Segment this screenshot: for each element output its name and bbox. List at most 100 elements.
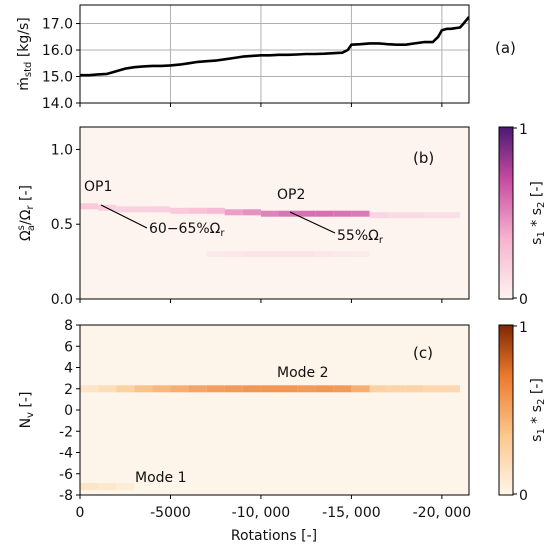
panel-b-band-0-cell-8 <box>224 209 243 216</box>
panel-a-line-layer <box>80 16 469 77</box>
panel-b-band-1-cell-8 <box>351 251 370 258</box>
panel-a-label: (a) <box>495 39 516 57</box>
panel-c-ytick-label-7: 6 <box>64 339 73 355</box>
panel-b-frame <box>79 126 470 300</box>
panel-b-band-1-cell-3 <box>260 251 279 258</box>
colorbar-c <box>498 324 514 496</box>
colorbar-b-ticklabel-0: 0 <box>519 292 528 308</box>
panel-a-ytick-label-3: 17.0 <box>42 17 73 33</box>
panel-b-band-0-cell-19 <box>423 212 442 219</box>
panel-b-band-0-cell-5 <box>170 207 189 214</box>
panel-b-band-1-cell-1 <box>224 251 243 258</box>
panel-c-band-0-cell-0 <box>80 385 99 393</box>
panel-b-band-0-cell-2 <box>116 206 135 213</box>
panel-b-ylabel: Ωsa/Ωr [-] <box>16 185 37 241</box>
panel-a: 14.0 15.0 16.0 17.0 ṁstd [kg/s] (a) <box>16 4 516 112</box>
panel-b-band-0-cell-16 <box>369 212 388 219</box>
panel-c-band-0-cell-16 <box>369 385 388 393</box>
panel-b-ytick-label-2: 1.0 <box>51 142 73 158</box>
panel-b-band-0-cell-17 <box>387 212 406 219</box>
panel-c-ylabel: Nv [-] <box>18 392 36 429</box>
panel-c-band-0-cell-18 <box>405 385 424 393</box>
panel-c-band-0-cell-14 <box>333 385 352 393</box>
panel-c-ytick-label-3: -2 <box>59 424 73 440</box>
panel-b-band-1-cell-5 <box>297 251 316 258</box>
colorbar-c-label: s1 * s2 [-] <box>529 378 547 442</box>
panel-b-band-0-cell-3 <box>134 206 153 213</box>
panel-b-band-0-cell-12 <box>297 210 316 217</box>
panel-c-ytick-label-8: 8 <box>64 318 73 334</box>
panel-b-band-0-cell-18 <box>405 212 424 219</box>
colorbar-c-ticklabel-0: 0 <box>519 488 528 504</box>
panel-c-band-0-cell-5 <box>170 385 189 393</box>
panel-c-ytick-label-5: 2 <box>64 382 73 398</box>
panel-a-ytick-label-2: 16.0 <box>42 43 73 59</box>
panel-b-band-0-cell-13 <box>315 210 334 217</box>
annotation-op2: OP2 <box>277 187 305 203</box>
panel-a-ytick-label-0: 14.0 <box>42 96 73 112</box>
panel-b-band-0-cell-7 <box>206 207 225 214</box>
panel-c-heatmap <box>80 385 460 490</box>
panel-c-band-0-cell-13 <box>315 385 334 393</box>
panel-c-yticks: -8 -6 -4 -2 0 2 4 6 8 <box>59 318 80 504</box>
panel-c-band-0-cell-8 <box>224 385 243 393</box>
panel-c-xlabel: Rotations [-] <box>231 528 317 544</box>
panel-a-ylabel: ṁstd [kg/s] <box>16 17 34 91</box>
panel-c-ytick-label-2: -4 <box>59 446 73 462</box>
annotation-op1: OP1 <box>84 179 112 195</box>
panel-c-xtick-label-3: -15, 000 <box>322 505 381 521</box>
panel-b-band-0-cell-4 <box>152 206 171 213</box>
panel-c-ytick-label-4: 0 <box>64 403 73 419</box>
panel-b-band-0-cell-15 <box>351 210 370 217</box>
panel-b-ytick-label-0: 0.0 <box>51 292 73 308</box>
panel-c-xtick-label-4: -20, 000 <box>413 505 472 521</box>
panel-b-xticks <box>79 299 443 303</box>
panel-b-band-1-cell-6 <box>315 251 334 258</box>
panel-c-band-0-cell-9 <box>242 385 261 393</box>
panel-c-ytick-label-1: -6 <box>59 467 73 483</box>
panel-c-band-0-cell-3 <box>134 385 153 393</box>
panel-b-label: (b) <box>413 149 434 167</box>
panel-b-band-0-cell-10 <box>260 210 279 217</box>
panel-c-ytick-label-6: 4 <box>64 361 73 377</box>
panel-b-yticks: 0.0 0.5 1.0 <box>51 142 80 308</box>
panel-b-band-0-cell-0 <box>80 203 99 210</box>
colorbar-b-label: s1 * s2 [-] <box>529 181 547 245</box>
panel-c-band-0-cell-2 <box>116 385 135 393</box>
panel-c-xtick-label-0: 0 <box>76 505 85 521</box>
annotation-op2-leader <box>289 211 336 234</box>
panel-c-band-0-cell-17 <box>387 385 406 393</box>
panel-b-band-0-cell-6 <box>188 207 207 214</box>
panel-b-ytick-label-1: 0.5 <box>51 217 73 233</box>
panel-c-band-0-cell-10 <box>260 385 279 393</box>
panel-c-band-1-cell-1 <box>98 483 117 490</box>
panel-c-band-1-cell-0 <box>80 483 99 490</box>
panel-b-band-1-cell-4 <box>279 251 298 258</box>
panel-a-mass-flow-line <box>80 16 469 77</box>
annotation-mode1: Mode 1 <box>135 470 187 486</box>
colorbar-b-ticklabel-1: 1 <box>519 122 528 138</box>
panel-c-band-0-cell-15 <box>351 385 370 393</box>
panel-c-ytick-label-0: -8 <box>59 488 73 504</box>
panel-c-band-0-cell-20 <box>441 385 460 393</box>
panel-c: -8 -6 -4 -2 0 2 4 6 8 0 -5000 -10, 000 -15, 000 -20,… <box>18 318 547 544</box>
panel-b-band-0-cell-20 <box>441 212 460 219</box>
annotation-op1-leader <box>100 204 148 229</box>
panel-c-band-0-cell-19 <box>423 385 442 393</box>
panel-c-band-0-cell-6 <box>188 385 207 393</box>
panel-b-band-1-cell-2 <box>242 251 261 258</box>
colorbar-b <box>498 126 514 300</box>
panel-b: 0.0 0.5 1.0 Ωsa/Ωr [-] (b) OP1 OP2 60−65%Ω… <box>16 122 547 308</box>
panel-b-band-0-cell-14 <box>333 210 352 217</box>
panel-c-band-0-cell-4 <box>152 385 171 393</box>
panel-c-xticks: 0 -5000 -10, 000 -15, 000 -20, 000 <box>76 495 472 521</box>
panel-a-frame <box>79 4 470 104</box>
panel-b-band-1-cell-7 <box>333 251 352 258</box>
panel-c-label: (c) <box>413 344 433 362</box>
panel-b-band-0-cell-11 <box>279 210 298 217</box>
annotation-mode2: Mode 2 <box>277 365 329 381</box>
annotation-60-65: 60−65%Ωr <box>149 221 225 239</box>
annotation-55: 55%Ωr <box>337 228 384 246</box>
panel-c-band-0-cell-7 <box>206 385 225 393</box>
panel-a-yticks: 14.0 15.0 16.0 17.0 <box>42 17 80 112</box>
